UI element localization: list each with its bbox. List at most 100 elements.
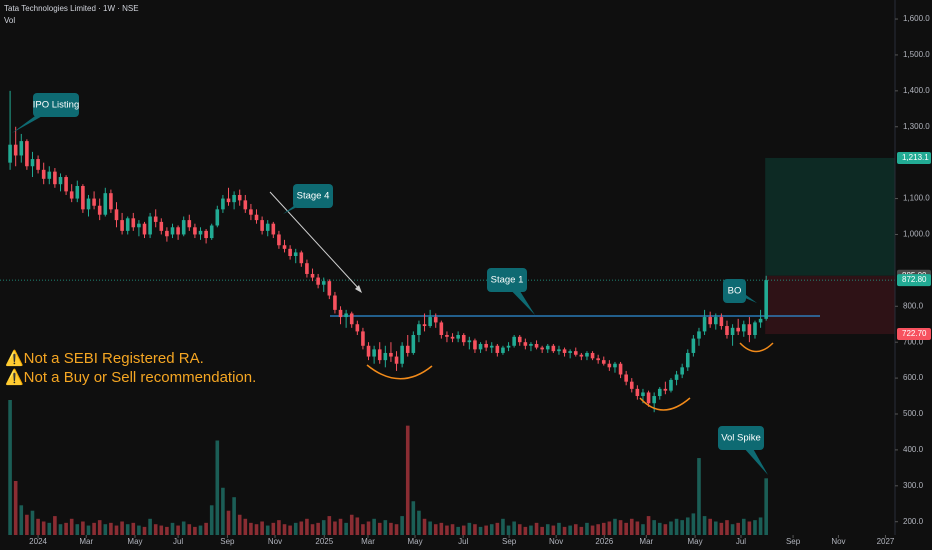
candle-body (641, 392, 645, 397)
candle-body (747, 324, 752, 336)
candle-body (277, 234, 281, 246)
candle-body (148, 216, 152, 235)
y-tick-label: 1,500.0 (903, 50, 930, 59)
callout-box (487, 268, 527, 292)
volume-bar (333, 521, 337, 535)
volume-bar (674, 518, 679, 535)
volume-bar (86, 525, 91, 535)
candle-body (601, 360, 606, 364)
x-tick-label: May (407, 537, 422, 546)
volume-bar (92, 522, 96, 535)
volume-bar (585, 522, 589, 535)
volume-bar (618, 520, 623, 535)
candle-body (75, 185, 80, 199)
x-tick-label: Nov (268, 537, 282, 546)
callout-box (33, 93, 79, 117)
volume-bar (237, 514, 242, 535)
candle-body (741, 324, 746, 332)
x-tick-label: Mar (639, 537, 653, 546)
candle-body (389, 352, 393, 357)
candle-body (624, 374, 628, 382)
volume-bar (265, 525, 270, 535)
candle-body (719, 317, 724, 327)
volume-bar (271, 522, 276, 535)
y-tick-label: 200.0 (903, 517, 924, 526)
volume-bar (753, 520, 757, 535)
volume-bar (517, 524, 522, 535)
volume-bar (473, 524, 477, 535)
candle-body (607, 363, 612, 368)
volume-bar (680, 520, 684, 535)
candle-body (433, 317, 438, 323)
volume-bar (691, 513, 696, 535)
candle-body (450, 336, 455, 339)
volume-bar (545, 524, 550, 535)
y-tick-label: 1,600.0 (903, 14, 930, 23)
candle-body (708, 317, 712, 325)
volume-bar (36, 518, 40, 535)
price-tag (897, 151, 931, 164)
volume-bar (355, 517, 360, 535)
volume-bar (131, 522, 136, 535)
candle-body (691, 338, 696, 353)
volume-bar (344, 522, 348, 535)
volume-bar (153, 524, 158, 535)
volume-bar (181, 521, 186, 535)
candle-body (254, 214, 259, 221)
volume-bar (669, 521, 673, 535)
candle-body (265, 223, 270, 231)
volume-bar (282, 524, 287, 535)
candle-body (394, 356, 399, 364)
candle-body (131, 218, 136, 228)
y-tick-label: 300.0 (903, 481, 924, 490)
candle-body (170, 227, 175, 235)
volume-bar (288, 525, 292, 535)
volume-bar (109, 522, 113, 535)
volume-bar (8, 400, 12, 535)
callout-label: Stage 1 (491, 275, 524, 286)
x-tick-label: Mar (79, 537, 93, 546)
candle-body (422, 324, 427, 327)
candle-body (517, 336, 522, 343)
volume-bar (579, 526, 584, 535)
volume-bar (277, 520, 281, 535)
candle-body (540, 347, 544, 350)
candle-body (456, 335, 460, 339)
volume-bar (646, 516, 651, 535)
candle-body (573, 351, 578, 355)
candle-body (19, 141, 24, 156)
price-tag-label: 872.80 (902, 275, 927, 284)
candle-body (8, 144, 12, 163)
y-tick-label: 1,100.0 (903, 194, 930, 203)
candle-body (590, 352, 595, 359)
candle-body (209, 225, 214, 239)
volume-bar (299, 521, 304, 535)
volume-bar (69, 518, 74, 535)
candle-body (618, 363, 623, 375)
candle-body (669, 379, 673, 391)
candle-body (725, 326, 729, 336)
volume-bar (159, 525, 164, 535)
volume-bar (725, 520, 729, 535)
volume-bar (629, 518, 634, 535)
x-tick-label: Mar (361, 537, 375, 546)
candle-body (473, 340, 477, 350)
candle-body (484, 343, 488, 348)
volume-bar (506, 525, 511, 535)
volume-bar (198, 525, 203, 535)
x-tick-label: Sep (786, 537, 801, 546)
volume-bar (422, 518, 427, 535)
base-curve (366, 364, 433, 380)
candle-body (187, 220, 192, 228)
candle-body (445, 335, 449, 337)
volume-bar (433, 524, 438, 535)
volume-bar (713, 521, 718, 535)
volume-bar (529, 525, 533, 535)
candle-body (338, 309, 343, 318)
volume-bar (562, 526, 567, 535)
volume-bar (321, 520, 326, 535)
volume-bar (232, 497, 236, 535)
candle-body (383, 352, 388, 361)
candle-body (58, 177, 63, 185)
candle-body (506, 345, 511, 348)
